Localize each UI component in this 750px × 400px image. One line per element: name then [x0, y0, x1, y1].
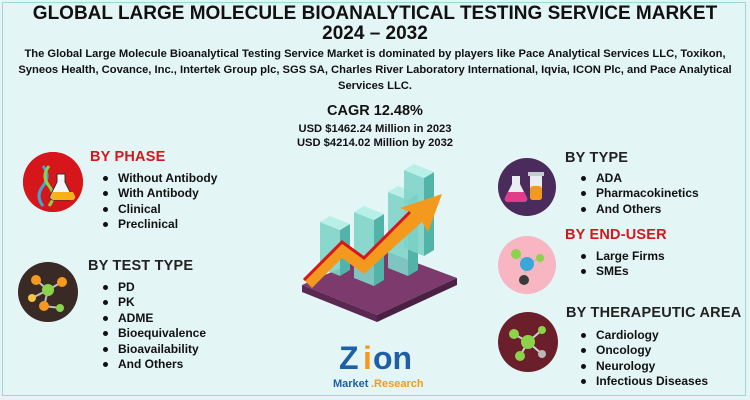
end-user-heading: BY END-USER	[565, 227, 667, 243]
therapeutic-molecule-icon	[498, 312, 558, 372]
lab-flask-icon	[23, 152, 83, 212]
list-item: Preclinical	[100, 217, 217, 232]
list-item: Cardiology	[578, 328, 708, 343]
type-list: ADA Pharmacokinetics And Others	[578, 171, 699, 217]
title-line-1: GLOBAL LARGE MOLECULE BIOANALYTICAL TEST…	[32, 3, 718, 24]
zion-logo: Z i on Market .Research	[325, 333, 445, 393]
list-item: Neurology	[578, 359, 708, 374]
therapeutic-list: Cardiology Oncology Neurology Infectious…	[578, 328, 708, 390]
phase-list: Without Antibody With Antibody Clinical …	[100, 171, 217, 233]
list-item: ADME	[100, 311, 206, 326]
list-item: With Antibody	[100, 186, 217, 201]
list-item: Bioavailability	[100, 342, 206, 357]
therapeutic-heading: BY THERAPEUTIC AREA	[566, 305, 742, 321]
list-item: And Others	[100, 357, 206, 372]
molecule-icon	[18, 262, 78, 322]
test-type-heading: BY TEST TYPE	[88, 258, 194, 274]
type-heading: BY TYPE	[565, 150, 629, 166]
list-item: Infectious Diseases	[578, 374, 708, 389]
end-user-list: Large Firms SMEs	[578, 249, 665, 280]
page-title: GLOBAL LARGE MOLECULE BIOANALYTICAL TEST…	[0, 4, 750, 44]
cagr-value: CAGR 12.48%	[327, 103, 423, 119]
list-item: ADA	[578, 171, 699, 186]
phase-heading: BY PHASE	[90, 149, 166, 165]
list-item: SMEs	[578, 264, 665, 279]
svg-text:on: on	[373, 340, 412, 376]
market-description: The Global Large Molecule Bioanalytical …	[18, 48, 732, 92]
svg-text:.Research: .Research	[371, 378, 424, 390]
list-item: Bioequivalence	[100, 326, 206, 341]
list-item: Oncology	[578, 343, 708, 358]
list-item: Clinical	[100, 202, 217, 217]
list-item: Large Firms	[578, 249, 665, 264]
test-tubes-icon	[498, 158, 556, 216]
svg-text:Market: Market	[333, 378, 369, 390]
svg-text:Z: Z	[339, 340, 359, 376]
border-frame	[2, 2, 746, 396]
market-value-2023: USD $1462.24 Million in 2023	[298, 123, 452, 135]
end-user-molecule-icon	[498, 236, 556, 294]
list-item: Without Antibody	[100, 171, 217, 186]
title-line-2: 2024 – 2032	[322, 23, 428, 44]
list-item: PK	[100, 295, 206, 310]
list-item: Pharmacokinetics	[578, 186, 699, 201]
svg-text:i: i	[363, 340, 372, 376]
growth-bar-chart-illustration	[302, 164, 457, 322]
market-value-2032: USD $4214.02 Million by 2032	[296, 137, 454, 149]
list-item: And Others	[578, 202, 699, 217]
list-item: PD	[100, 280, 206, 295]
test-type-list: PD PK ADME Bioequivalence Bioavailabilit…	[100, 280, 206, 372]
